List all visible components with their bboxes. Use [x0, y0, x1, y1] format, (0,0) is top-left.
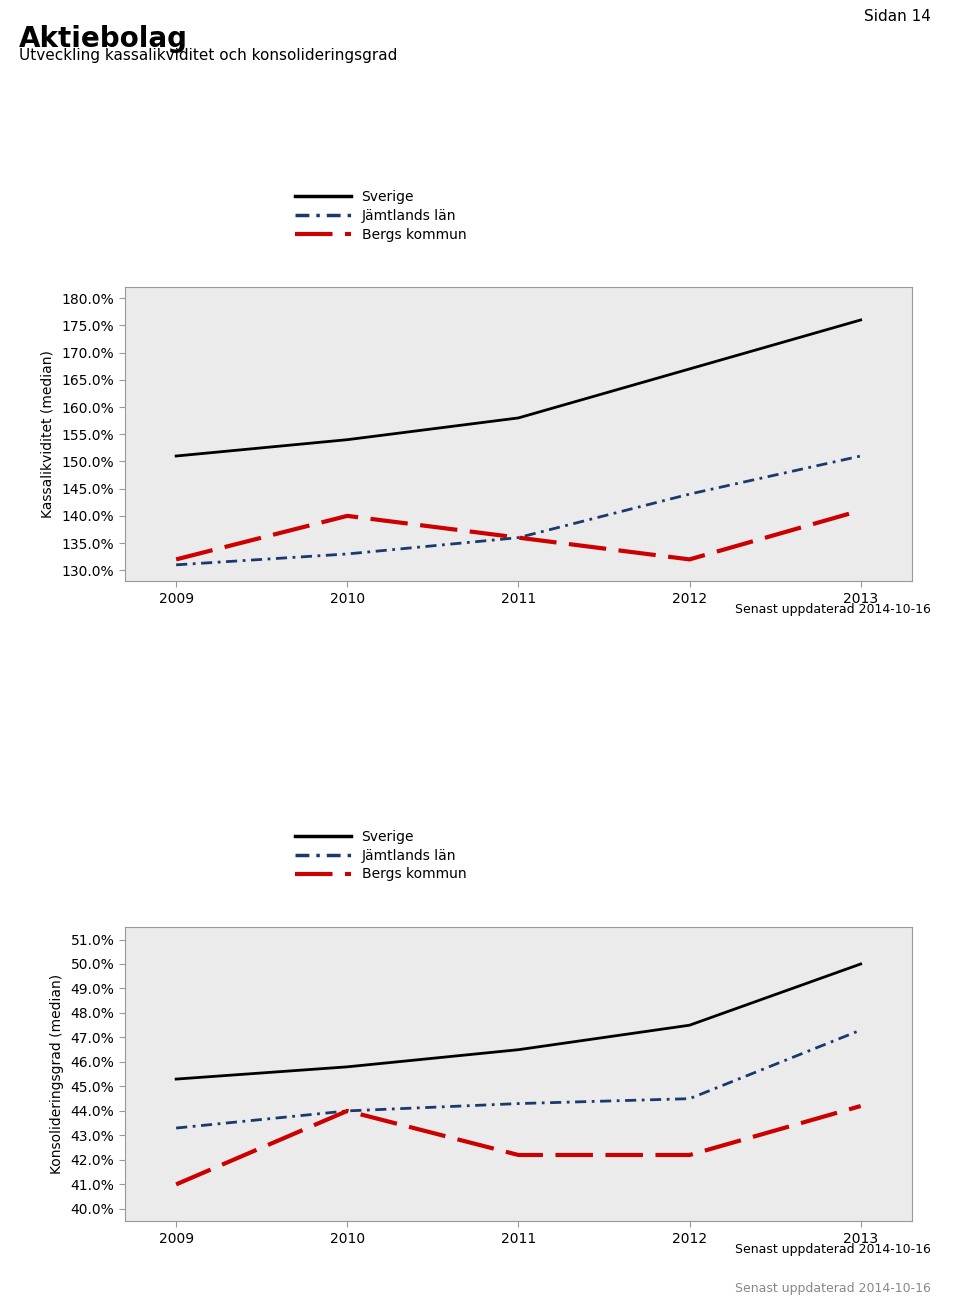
Text: Senast uppdaterad 2014-10-16: Senast uppdaterad 2014-10-16 [735, 1243, 931, 1256]
Legend: Sverige, Jämtlands län, Bergs kommun: Sverige, Jämtlands län, Bergs kommun [295, 189, 467, 242]
Legend: Sverige, Jämtlands län, Bergs kommun: Sverige, Jämtlands län, Bergs kommun [295, 829, 467, 882]
Y-axis label: Konsolideringsgrad (median): Konsolideringsgrad (median) [50, 974, 63, 1174]
Y-axis label: Kassalikviditet (median): Kassalikviditet (median) [40, 350, 55, 518]
Text: Senast uppdaterad 2014-10-16: Senast uppdaterad 2014-10-16 [735, 1282, 931, 1296]
Text: Aktiebolag: Aktiebolag [19, 25, 188, 52]
Text: Sidan 14: Sidan 14 [864, 9, 931, 24]
Text: Utveckling kassalikviditet och konsolideringsgrad: Utveckling kassalikviditet och konsolide… [19, 48, 397, 63]
Text: Senast uppdaterad 2014-10-16: Senast uppdaterad 2014-10-16 [735, 603, 931, 616]
